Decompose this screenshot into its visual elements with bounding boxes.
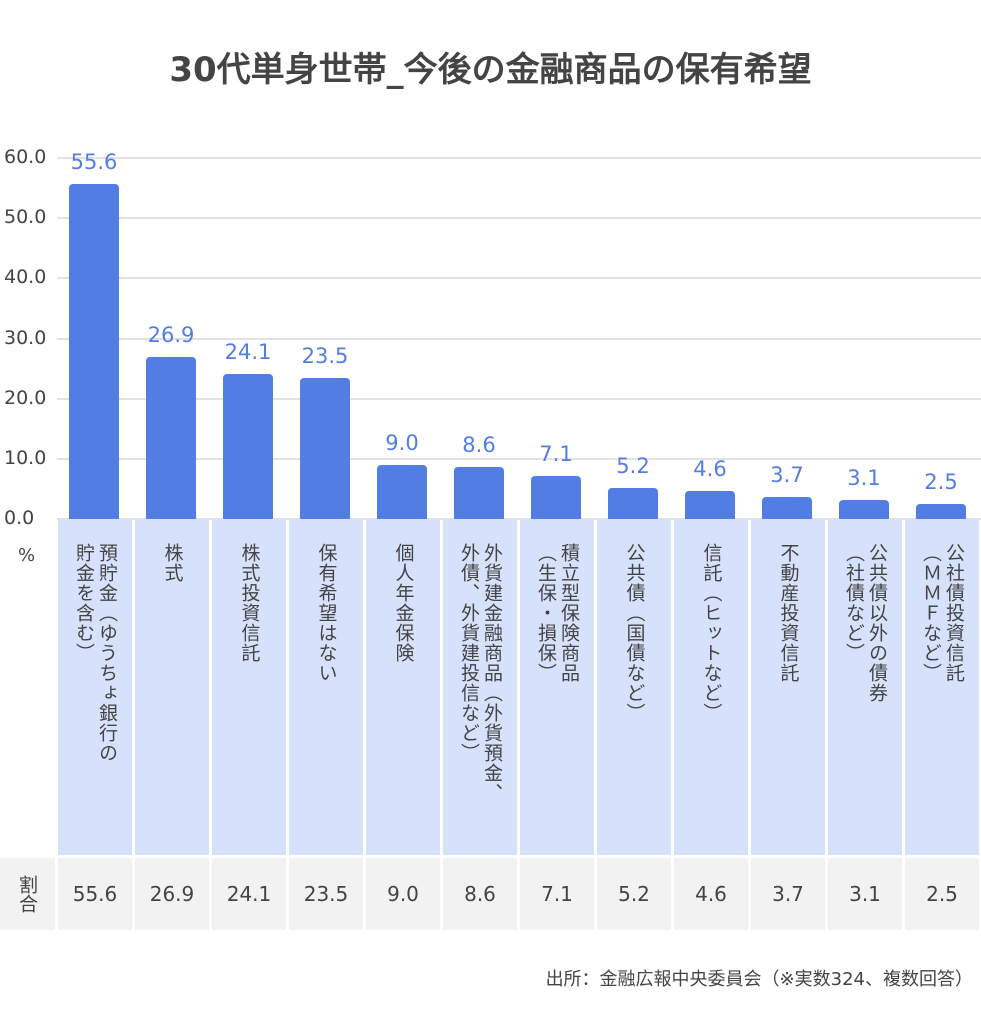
gridline (57, 337, 981, 340)
category-label-cell: 外貨建金融商品（外貨預金、 外債、外貨建投信など） (443, 519, 517, 855)
gridline (57, 217, 981, 220)
gridline (57, 277, 981, 280)
y-tick-label: 0.0 (4, 507, 35, 529)
category-label-cell: 個人年金保険 (366, 519, 440, 855)
bar (454, 467, 504, 519)
category-label: 公共債（国債など） (623, 543, 646, 723)
bar (762, 496, 812, 519)
category-label-cell: 信託（ヒットなど） (674, 519, 748, 855)
bar (685, 491, 735, 519)
data-label: 3.1 (847, 466, 881, 491)
source-note: 出所：金融広報中央委員会（※実数324、複数回答） (545, 969, 973, 990)
bar (377, 464, 427, 519)
category-label: 積立型保険商品 （生保・損保） (535, 543, 580, 683)
y-axis-unit: % (18, 545, 36, 566)
bar (69, 184, 119, 519)
table-row-header: 割合 (0, 858, 55, 930)
data-label: 23.5 (301, 343, 349, 368)
category-label-cell: 株式投資信託 (212, 519, 286, 855)
table-cell-value: 24.1 (212, 858, 286, 930)
category-label-cell: 積立型保険商品 （生保・損保） (520, 519, 594, 855)
category-label: 公共債以外の債券 （社債など） (843, 543, 888, 703)
chart-title: 30代単身世帯_今後の金融商品の保有希望 (169, 50, 812, 90)
y-tick-label: 50.0 (4, 206, 47, 229)
data-label: 55.6 (70, 150, 118, 175)
table-cell-value: 23.5 (289, 858, 363, 930)
data-label: 4.6 (693, 457, 727, 482)
bar (223, 373, 273, 519)
category-label: 外貨建金融商品（外貨預金、 外債、外貨建投信など） (458, 543, 503, 803)
data-label: 9.0 (385, 430, 419, 455)
y-tick-label: 40.0 (4, 266, 47, 289)
bar (300, 377, 350, 519)
category-label-cell: 株式 (135, 519, 209, 855)
data-label: 26.9 (147, 323, 195, 348)
data-label: 24.1 (224, 339, 272, 364)
table-cell-value: 3.7 (751, 858, 825, 930)
category-label-cell: 不動産投資信託 (751, 519, 825, 855)
bar (839, 500, 889, 519)
y-tick-label: 10.0 (4, 446, 47, 469)
gridline (57, 397, 981, 400)
data-label: 8.6 (462, 433, 496, 458)
bar (916, 503, 966, 519)
category-label: 保有希望はない (315, 543, 338, 683)
category-label-cell: 保有希望はない (289, 519, 363, 855)
bar (608, 487, 658, 519)
data-label: 7.1 (539, 442, 573, 467)
category-label: 個人年金保険 (392, 543, 415, 663)
data-label: 5.2 (616, 453, 650, 478)
table-cell-value: 7.1 (520, 858, 594, 930)
gridline (57, 157, 981, 159)
table-cell-value: 55.6 (58, 858, 132, 930)
category-label: 株式 (161, 543, 184, 583)
category-label: 預貯金（ゆうちょ銀行の 貯金を含む） (73, 543, 118, 763)
table-cell-value: 9.0 (366, 858, 440, 930)
category-label: 株式投資信託 (238, 543, 261, 663)
category-label: 不動産投資信託 (777, 543, 800, 683)
table-row-header-label: 割合 (16, 875, 38, 913)
bar (531, 476, 581, 519)
y-tick-label: 60.0 (4, 146, 47, 168)
table-cell-value: 4.6 (674, 858, 748, 930)
y-tick-label: 20.0 (4, 386, 47, 409)
category-label: 信託（ヒットなど） (700, 543, 723, 723)
table-cell-value: 2.5 (905, 858, 979, 930)
gridline (57, 518, 981, 520)
table-cell-value: 5.2 (597, 858, 671, 930)
table-cell-value: 8.6 (443, 858, 517, 930)
category-label-cell: 公共債以外の債券 （社債など） (828, 519, 902, 855)
data-label: 2.5 (924, 469, 958, 494)
gridline (57, 457, 981, 460)
y-tick-label: 30.0 (4, 326, 47, 349)
data-label: 3.7 (770, 462, 804, 487)
category-label: 公社債投資信託 （ＭＭＦなど） (920, 543, 965, 683)
table-cell-value: 26.9 (135, 858, 209, 930)
bar (146, 357, 196, 519)
table-cell-value: 3.1 (828, 858, 902, 930)
category-label-cell: 公共債（国債など） (597, 519, 671, 855)
category-label-cell: 公社債投資信託 （ＭＭＦなど） (905, 519, 979, 855)
category-label-cell: 預貯金（ゆうちょ銀行の 貯金を含む） (58, 519, 132, 855)
